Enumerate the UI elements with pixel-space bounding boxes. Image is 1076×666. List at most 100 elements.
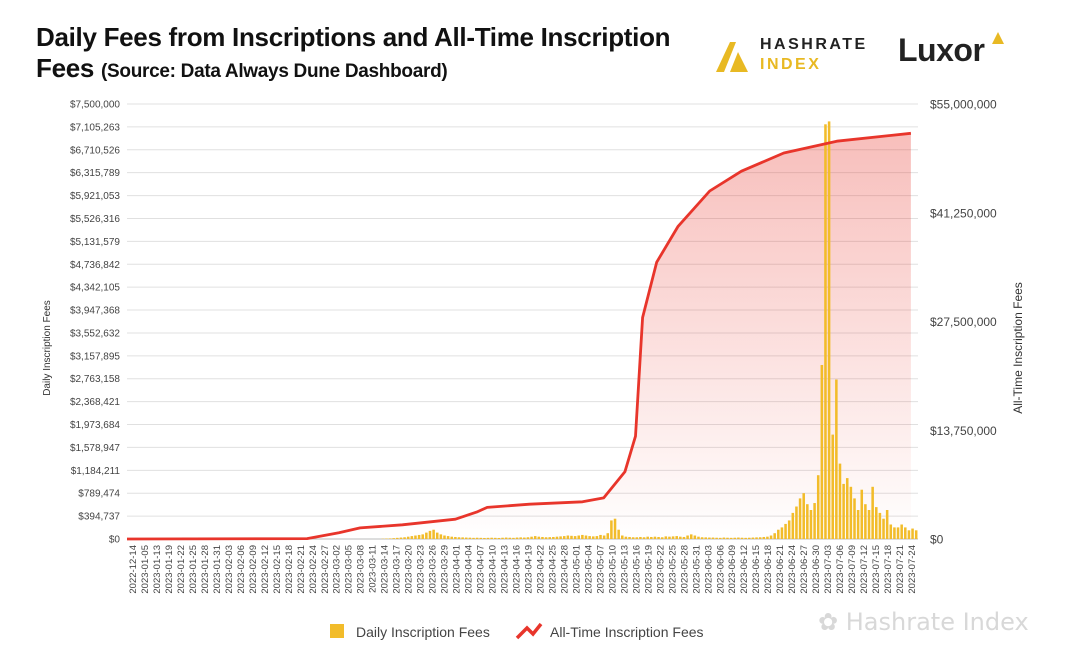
daily-fee-bar	[421, 534, 424, 539]
daily-fee-bar	[595, 536, 599, 539]
daily-fee-bar	[722, 537, 726, 539]
daily-fee-bar	[733, 537, 737, 539]
daily-fee-bar	[544, 537, 548, 539]
daily-fee-bar	[708, 537, 711, 539]
x-tick-label: 2023-07-12	[859, 545, 870, 594]
y-left-tick-label: $0	[109, 535, 121, 546]
title-source: (Source: Data Always Dune Dashboard)	[101, 61, 448, 82]
daily-fee-bar	[635, 537, 639, 539]
daily-fee-bar	[464, 537, 468, 539]
daily-fee-bar	[744, 537, 747, 539]
y-left-tick-label: $1,184,211	[71, 466, 121, 477]
daily-fee-bar	[468, 537, 472, 539]
daily-fee-bar	[450, 536, 454, 539]
x-tick-label: 2023-05-22	[655, 545, 666, 594]
x-tick-label: 2023-06-09	[727, 545, 738, 594]
daily-fee-bar	[693, 535, 697, 539]
daily-fee-bar	[410, 536, 414, 539]
daily-fee-bar	[392, 538, 395, 539]
x-tick-label: 2023-06-06	[715, 545, 726, 594]
x-tick-label: 2023-05-28	[679, 545, 690, 594]
y-right-tick-label: $0	[930, 533, 944, 547]
daily-fee-bar	[461, 537, 464, 539]
daily-fee-bar	[599, 534, 602, 539]
x-tick-label: 2023-05-25	[667, 545, 678, 594]
x-tick-label: 2023-04-22	[535, 545, 546, 594]
daily-fee-bar	[791, 512, 795, 539]
daily-fee-bar	[475, 537, 479, 539]
x-tick-label: 2023-05-01	[571, 545, 582, 594]
daily-fee-bar	[512, 537, 515, 539]
daily-fee-bar	[740, 537, 744, 539]
daily-fee-bar	[631, 537, 635, 539]
daily-fee-bar	[671, 536, 675, 539]
daily-fee-bar	[751, 537, 755, 539]
daily-fee-bar	[584, 535, 588, 539]
cumulative-fees-line	[126, 131, 912, 541]
cumulative-area-fill	[127, 133, 911, 540]
daily-fee-bar	[809, 510, 813, 539]
legend-line-swatch	[515, 622, 543, 640]
y-left-tick-label: $7,500,000	[70, 100, 120, 111]
x-tick-label: 2023-07-18	[883, 545, 894, 594]
x-tick-label: 2023-02-09	[248, 545, 259, 594]
daily-fee-bar	[675, 536, 678, 539]
daily-fee-bar	[864, 504, 867, 539]
y-left-tick-label: $3,157,895	[70, 351, 120, 362]
legend-line-label: All-Time Inscription Fees	[550, 624, 704, 640]
daily-fee-bar	[660, 537, 664, 539]
title-line1: Daily Fees from Inscriptions and All-Tim…	[36, 22, 671, 52]
daily-fee-bar	[820, 365, 824, 539]
daily-fee-bar	[552, 536, 555, 539]
daily-fee-bar	[871, 486, 874, 539]
daily-fee-bar	[457, 537, 461, 539]
y-left-tick-label: $7,105,263	[70, 122, 120, 133]
daily-fee-bar	[835, 379, 838, 539]
daily-fee-bar	[827, 121, 831, 540]
x-tick-label: 2023-02-21	[296, 545, 307, 594]
daily-fee-bar	[519, 537, 522, 539]
x-tick-label: 2023-07-06	[835, 545, 846, 594]
x-tick-label: 2023-01-19	[164, 545, 175, 594]
daily-fee-bar	[573, 536, 577, 539]
daily-fee-bar	[570, 535, 573, 539]
x-tick-label: 2023-05-04	[583, 545, 594, 594]
daily-fee-bar	[439, 534, 443, 539]
y-right-tick-label: $27,500,000	[930, 315, 997, 329]
daily-fee-bar	[555, 536, 559, 539]
hashrate-logo-text: HASHRATE	[760, 36, 868, 53]
y-left-tick-label: $4,342,105	[70, 283, 120, 294]
y-left-tick-label: $2,368,421	[70, 397, 120, 408]
x-tick-label: 2023-02-03	[224, 545, 235, 594]
luxor-logo: Luxor	[898, 32, 1004, 69]
x-tick-label: 2023-04-25	[547, 545, 558, 594]
daily-fee-bar	[639, 536, 642, 539]
daily-fee-bar	[718, 537, 722, 539]
y-left-tick-label: $5,526,316	[70, 214, 120, 225]
daily-fee-bar	[504, 537, 508, 539]
x-tick-label: 2022-12-14	[128, 545, 139, 594]
daily-fee-bar	[621, 535, 624, 539]
x-tick-label: 2023-07-15	[871, 545, 882, 594]
daily-fee-bar	[526, 537, 530, 539]
daily-fee-bar	[588, 536, 591, 539]
x-tick-label: 2023-05-13	[619, 545, 630, 594]
daily-fee-bar	[729, 537, 733, 539]
daily-fee-bar	[548, 537, 551, 539]
daily-fee-bar	[388, 538, 392, 539]
daily-fee-bar	[486, 537, 490, 539]
daily-fee-bar	[668, 536, 671, 539]
daily-fee-bar	[533, 536, 537, 539]
daily-fee-bar	[875, 507, 878, 539]
legend-bar-swatch	[330, 624, 344, 638]
daily-fee-bar	[435, 532, 439, 539]
daily-fee-bar	[697, 536, 700, 539]
daily-fee-bar	[889, 524, 893, 539]
daily-fee-bar	[762, 536, 766, 539]
x-tick-label: 2023-07-24	[907, 545, 918, 594]
x-tick-label: 2023-01-22	[176, 545, 187, 594]
legend: Daily Inscription Fees All-Time Inscript…	[330, 622, 704, 640]
hashrate-index-logo: HASHRATE INDEX	[712, 36, 865, 76]
daily-fee-bar	[758, 537, 762, 539]
daily-fee-bar	[784, 523, 787, 539]
